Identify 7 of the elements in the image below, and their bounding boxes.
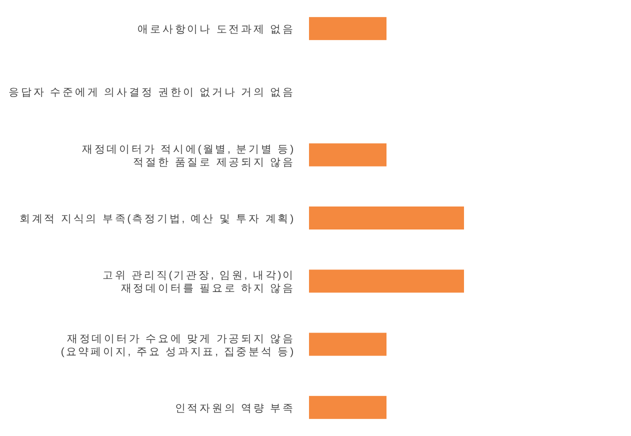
y-tick-label: 애로사항이나 도전과제 없음 (138, 24, 295, 36)
y-tick-label: 응답자 수준에게 의사결정 권한이 없거나 거의 없음 (8, 86, 295, 99)
y-tick-label: 인적자원의 역량 부족 (174, 402, 295, 414)
y-tick-label: 고위 관리직(기관장, 임원, 내각)이 재정데이터를 필요로 하지 않음 (102, 270, 295, 295)
y-tick-label: 회계적 지식의 부족(측정기법, 예산 및 투자 계획) (19, 213, 295, 225)
y-tick-label: 재정데이터가 적시에(월별, 분기별 등) 적절한 품질로 제공되지 않음 (82, 143, 295, 168)
y-tick-label: 재정데이터가 수요에 맞게 가공되지 않음 (요약페이지, 주요 성과지표, 집중분석 등) (60, 332, 295, 358)
